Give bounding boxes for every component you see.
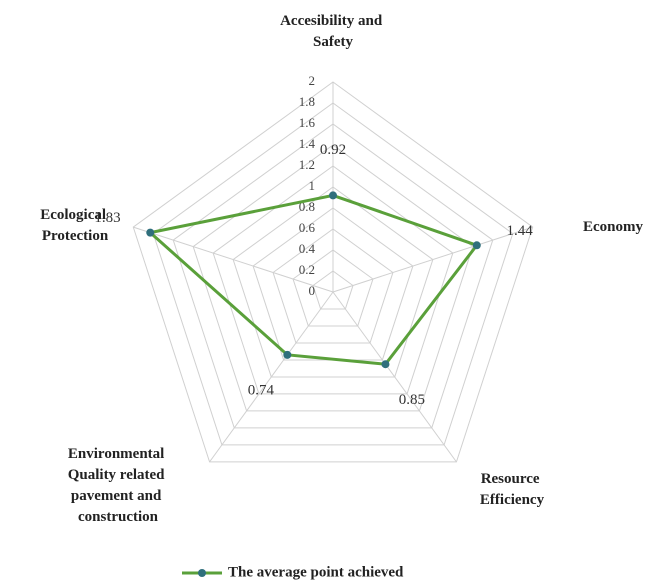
data-point — [381, 360, 390, 369]
spoke — [209, 291, 334, 463]
data-label: 0.74 — [248, 383, 275, 399]
grid-ring — [132, 81, 534, 463]
data-point — [283, 350, 292, 359]
spoke — [332, 226, 533, 293]
category-label: Resource Efficiency — [480, 471, 545, 508]
series-line — [147, 193, 480, 366]
data-label: 0.92 — [320, 142, 346, 158]
grid-ring — [312, 270, 354, 310]
legend-marker — [198, 569, 206, 577]
grid-ring — [232, 186, 434, 378]
data-label: 0.85 — [399, 392, 425, 408]
tick-label: 0.6 — [299, 220, 316, 235]
category-label: Economy — [583, 219, 644, 235]
tick-label: 0.2 — [299, 262, 315, 277]
tick-label: 1.4 — [299, 136, 316, 151]
grid-ring — [212, 165, 454, 395]
legend-label: The average point achieved — [228, 564, 404, 580]
grid-ring — [172, 123, 494, 429]
data-label: 1.83 — [94, 210, 120, 226]
spoke — [133, 226, 334, 293]
tick-label: 1.8 — [299, 94, 315, 109]
category-label: Environmental Quality related pavement a… — [68, 446, 169, 525]
data-point — [472, 241, 481, 250]
data-point — [329, 191, 337, 200]
spoke — [332, 291, 457, 463]
tick-label: 2 — [309, 73, 316, 88]
grid-ring — [292, 249, 374, 327]
tick-label: 0 — [309, 283, 316, 298]
tick-label: 1.6 — [299, 115, 316, 130]
data-label: 1.44 — [506, 223, 533, 239]
grid-ring — [152, 102, 514, 446]
grid-ring — [272, 228, 394, 344]
tick-label: 0.4 — [299, 241, 316, 256]
data-point — [146, 228, 155, 237]
tick-label: 1.2 — [299, 157, 315, 172]
category-label: Ecological Protection — [40, 207, 110, 244]
grid-ring — [192, 144, 474, 412]
category-label: Accesibility and Safety — [280, 13, 386, 50]
tick-label: 1 — [309, 178, 316, 193]
